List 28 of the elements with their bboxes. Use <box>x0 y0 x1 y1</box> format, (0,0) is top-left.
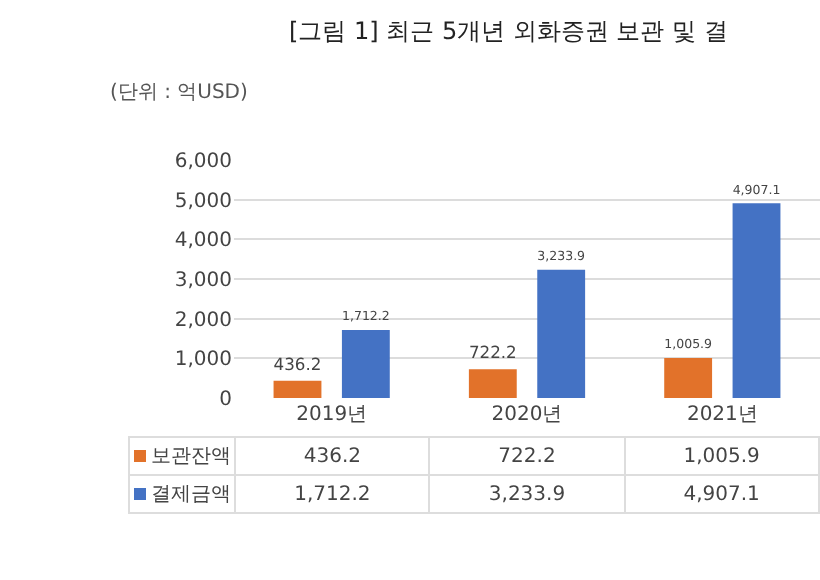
bar <box>341 330 390 398</box>
y-tick-label: 2,000 <box>174 309 232 332</box>
y-axis-title: (단위 : 억USD) <box>110 82 248 104</box>
x-tick-label: 2020년 <box>491 404 563 426</box>
data-label: 3,233.9 <box>429 475 625 513</box>
y-tick-label: 6,000 <box>174 151 232 173</box>
text: 436.2 <box>273 353 322 374</box>
data-label: 4,907.1 <box>624 475 819 513</box>
legend-label: 보관잔액 <box>151 446 232 468</box>
data-label: 1,005.9 <box>624 437 819 475</box>
x-tick-label: 2019년 <box>296 404 368 426</box>
chart-title: [그림 1] 최근 5개년 외화증권 보관 및 결 <box>289 16 728 45</box>
y-tick-label: 4,000 <box>174 230 232 253</box>
y-tick-label: 0 <box>219 389 232 411</box>
legend-label: 결제금액 <box>151 484 232 506</box>
bar <box>273 380 322 398</box>
bar <box>468 369 517 398</box>
text: 722.2 <box>468 342 517 363</box>
x-tick-label: 2021년 <box>686 404 758 426</box>
y-tick-label: 1,000 <box>174 349 232 372</box>
bar <box>537 269 586 398</box>
y-tick-label: 5,000 <box>174 190 232 213</box>
data-label: 722.2 <box>429 437 625 475</box>
y-tick-label: 3,000 <box>174 270 232 292</box>
bar <box>732 203 781 398</box>
bar <box>664 358 713 398</box>
data-label: 436.2 <box>235 437 430 475</box>
data-label: 1,712.2 <box>235 475 430 513</box>
